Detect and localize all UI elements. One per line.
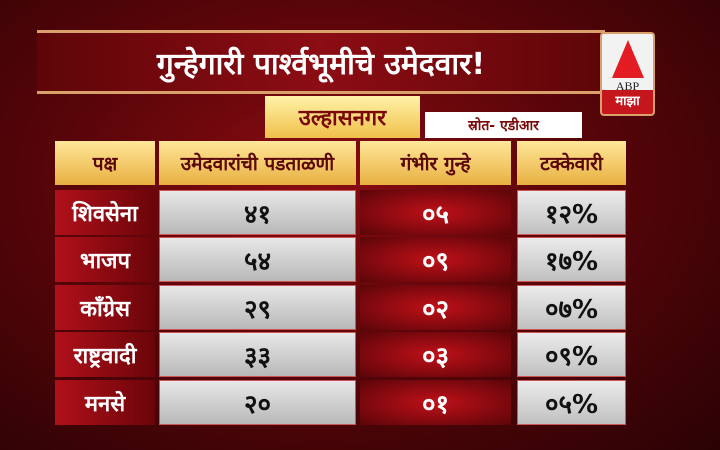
serious-crimes-cell: ०२ <box>360 285 511 330</box>
serious-crimes-cell: ०९ <box>360 237 511 282</box>
party-cell: काँग्रेस <box>55 285 155 330</box>
headline: गुन्हेगारी पार्श्वभूमीचे उमेदवार! <box>37 30 605 94</box>
serious-crimes-cell: ०१ <box>360 380 511 425</box>
city-label: उल्हासनगर <box>265 96 420 138</box>
abp-triangle-icon <box>612 40 644 78</box>
percentage-cell: ०५% <box>517 380 626 425</box>
candidates-cell: ५४ <box>159 237 356 282</box>
percentage-cell: ०९% <box>517 332 626 377</box>
party-cell: शिवसेना <box>55 190 155 235</box>
candidates-cell: ४१ <box>159 190 356 235</box>
percentage-cell: ०७% <box>517 285 626 330</box>
source-label: स्रोत- एडीआर <box>425 112 582 138</box>
header-percentage: टक्केवारी <box>517 141 626 185</box>
abp-majha-logo: ABP माझा <box>600 32 655 116</box>
party-cell: मनसे <box>55 380 155 425</box>
logo-sub: माझा <box>602 90 653 114</box>
candidates-cell: २० <box>159 380 356 425</box>
serious-crimes-cell: ०५ <box>360 190 511 235</box>
candidates-cell: ३३ <box>159 332 356 377</box>
percentage-cell: १२% <box>517 190 626 235</box>
party-cell: भाजप <box>55 237 155 282</box>
candidates-cell: २९ <box>159 285 356 330</box>
party-cell: राष्ट्रवादी <box>55 332 155 377</box>
header-serious-crimes: गंभीर गुन्हे <box>360 141 511 185</box>
logo-brand: ABP <box>615 79 640 93</box>
header-candidates: उमेदवारांची पडताळणी <box>159 141 356 185</box>
header-party: पक्ष <box>55 141 155 185</box>
percentage-cell: १७% <box>517 237 626 282</box>
serious-crimes-cell: ०३ <box>360 332 511 377</box>
